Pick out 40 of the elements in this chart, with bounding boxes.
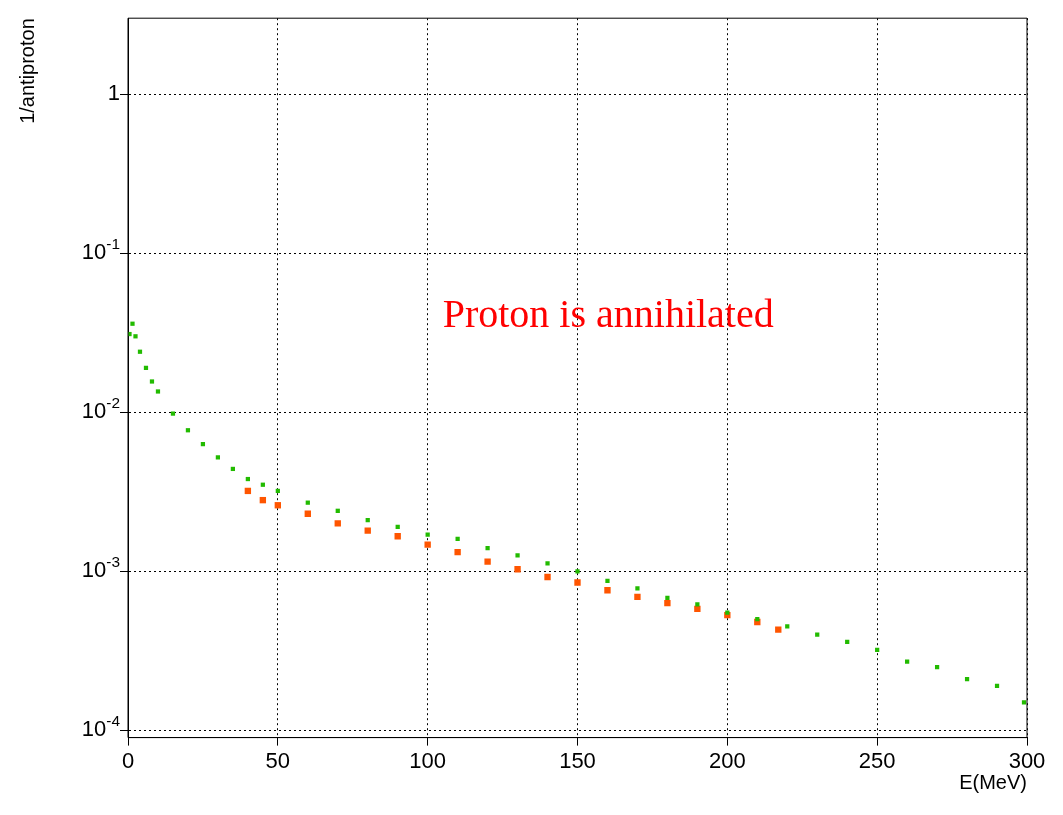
x-tick-label: 0 (121, 747, 135, 773)
x-tick-label: 50 (265, 747, 291, 773)
point (664, 600, 671, 607)
x-tick-label: 300 (1008, 747, 1046, 773)
point (454, 548, 461, 556)
x-axis-title: E(MeV) (959, 771, 1027, 794)
point (514, 566, 521, 573)
point (133, 334, 138, 339)
point (785, 624, 790, 629)
point (425, 532, 430, 537)
y-axis-title: 1/antiproton (15, 18, 38, 124)
point (155, 389, 161, 394)
point (815, 632, 820, 637)
point (694, 605, 701, 613)
x-tick-label: 150 (559, 747, 596, 773)
y-tick-label: 1 (107, 80, 121, 106)
point (364, 527, 371, 534)
point (574, 579, 581, 586)
point (424, 541, 431, 548)
point (775, 626, 782, 633)
annotation: Proton is annihilated (442, 291, 774, 337)
point (575, 569, 580, 574)
point (635, 586, 640, 591)
point (544, 573, 551, 581)
point (484, 558, 491, 565)
point (725, 610, 730, 615)
x-tick-label: 250 (858, 747, 896, 773)
point (515, 553, 520, 558)
point (485, 545, 490, 551)
point (170, 411, 176, 416)
point (130, 321, 135, 326)
x-tick-label: 200 (708, 747, 746, 773)
x-tick-label: 100 (409, 747, 447, 773)
point (605, 578, 610, 584)
point (634, 593, 641, 601)
point (334, 520, 341, 527)
point (604, 587, 611, 594)
point (149, 379, 155, 384)
point (545, 561, 550, 566)
point (665, 595, 670, 601)
